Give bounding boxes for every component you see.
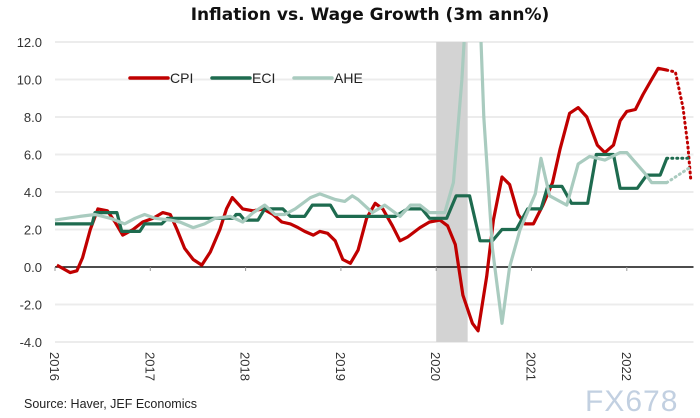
forecast-line-cpi	[665, 68, 693, 181]
y-tick-label: -4.0	[20, 335, 42, 350]
x-tick-label: 2018	[238, 352, 253, 381]
x-tick-label: 2017	[142, 352, 157, 381]
forecast-line-ahe	[665, 166, 692, 185]
legend-label-eci: ECI	[252, 70, 275, 86]
y-tick-label: 12.0	[17, 35, 42, 50]
y-tick-label: 6.0	[24, 148, 42, 163]
x-tick-label: 2021	[524, 352, 539, 381]
y-tick-label: 4.0	[24, 185, 42, 200]
y-tick-label: 2.0	[24, 223, 42, 238]
x-tick-label: 2016	[47, 352, 62, 381]
legend-label-ahe: AHE	[334, 70, 363, 86]
gridlines	[55, 41, 694, 343]
y-tick-label: 10.0	[17, 73, 42, 88]
y-axis-ticks: -4.0 -2.0 0.0 2.0 4.0 6.0 8.0 10.0 12.0	[17, 35, 42, 350]
y-tick-label: -2.0	[20, 298, 42, 313]
source-note: Source: Haver, JEF Economics	[24, 397, 197, 411]
x-tick-label: 2020	[428, 352, 443, 381]
watermark: FX678	[585, 385, 679, 418]
series-line-cpi	[56, 66, 668, 333]
chart-title: Inflation vs. Wage Growth (3m ann%)	[190, 5, 550, 25]
series-lines	[54, 42, 693, 333]
legend: CPI ECI AHE	[128, 70, 363, 86]
x-axis-ticks: 2016 2017 2018 2019 2020 2021 2022	[47, 267, 634, 381]
x-tick-label: 2019	[333, 352, 348, 381]
y-tick-label: 8.0	[24, 110, 42, 125]
x-tick-label: 2022	[619, 352, 634, 381]
legend-label-cpi: CPI	[170, 70, 193, 86]
y-tick-label: 0.0	[24, 260, 42, 275]
series-line-ahe	[54, 42, 667, 325]
series-line-eci	[55, 152, 669, 243]
